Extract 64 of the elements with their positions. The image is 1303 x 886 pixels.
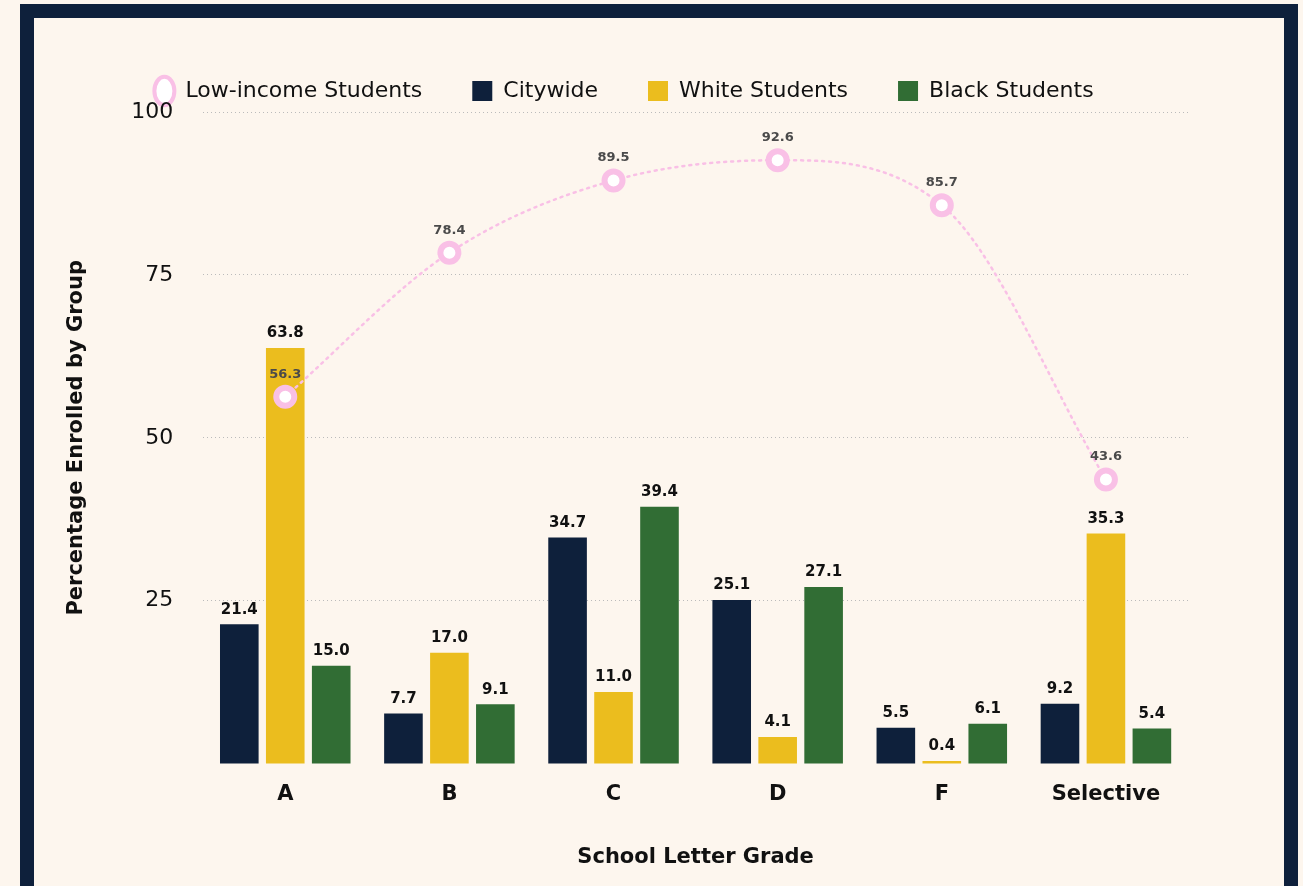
bar: [430, 652, 469, 764]
data-label: 6.1: [974, 699, 1002, 718]
y-axis-title: Percentage Enrolled by Group: [63, 260, 88, 616]
bar: [876, 727, 916, 764]
legend-label: Black Students: [929, 76, 1094, 102]
data-label: 92.6: [761, 129, 794, 145]
data-label: 15.0: [312, 641, 350, 660]
y-tick-label: 25: [145, 586, 174, 612]
legend-label: Low-income Students: [185, 76, 423, 102]
bar: [758, 736, 797, 764]
data-label: 34.7: [549, 512, 587, 531]
bar: [311, 665, 351, 764]
bar: [1086, 533, 1126, 764]
bar: [476, 704, 515, 764]
data-label: 43.6: [1089, 448, 1122, 464]
legend-label: White Students: [679, 76, 849, 102]
x-tick-label: A: [277, 780, 295, 805]
data-label: 0.4: [928, 736, 956, 755]
data-label: 4.1: [764, 712, 791, 731]
data-label: 56.3: [269, 365, 302, 381]
bar: [640, 506, 679, 764]
data-label: 39.4: [640, 482, 678, 501]
point: [929, 193, 954, 218]
data-label: 27.1: [805, 562, 843, 581]
data-label: 7.7: [390, 688, 417, 707]
data-label: 9.2: [1046, 679, 1074, 698]
data-label: 17.0: [430, 628, 468, 647]
data-label: 89.5: [597, 149, 630, 165]
bar: [384, 713, 423, 764]
point: [437, 240, 462, 265]
data-label: 9.1: [482, 679, 509, 698]
point: [1093, 467, 1118, 492]
x-tick-label: B: [441, 780, 458, 805]
data-label: 63.8: [266, 323, 304, 342]
bar: [712, 600, 752, 764]
data-label: 85.7: [925, 174, 958, 190]
data-label: 11.0: [595, 667, 633, 686]
point: [273, 384, 298, 409]
x-tick-label: F: [934, 780, 949, 805]
data-label: 78.4: [433, 221, 466, 237]
bar: [1132, 728, 1172, 764]
bar: [220, 624, 259, 764]
bar: [968, 723, 1008, 764]
bar: [922, 760, 962, 764]
data-label: 35.3: [1087, 508, 1125, 527]
x-axis-title: School Letter Grade: [577, 843, 814, 868]
y-tick-label: 75: [145, 260, 174, 286]
x-tick-label: C: [605, 780, 622, 805]
bar: [265, 347, 305, 764]
bar: [1040, 703, 1080, 764]
x-tick-label: Selective: [1051, 780, 1161, 805]
bar: [594, 691, 633, 764]
data-label: 21.4: [220, 599, 258, 618]
data-label: 25.1: [713, 575, 751, 594]
y-tick-label: 50: [145, 423, 174, 449]
data-label: 5.4: [1138, 703, 1166, 722]
bar: [804, 587, 843, 764]
bar: [548, 537, 587, 764]
point: [601, 168, 626, 193]
legend-label: Citywide: [503, 76, 599, 102]
data-label: 5.5: [882, 703, 910, 722]
point: [765, 148, 790, 173]
x-tick-label: D: [768, 780, 787, 805]
y-tick-label: 100: [131, 97, 174, 123]
